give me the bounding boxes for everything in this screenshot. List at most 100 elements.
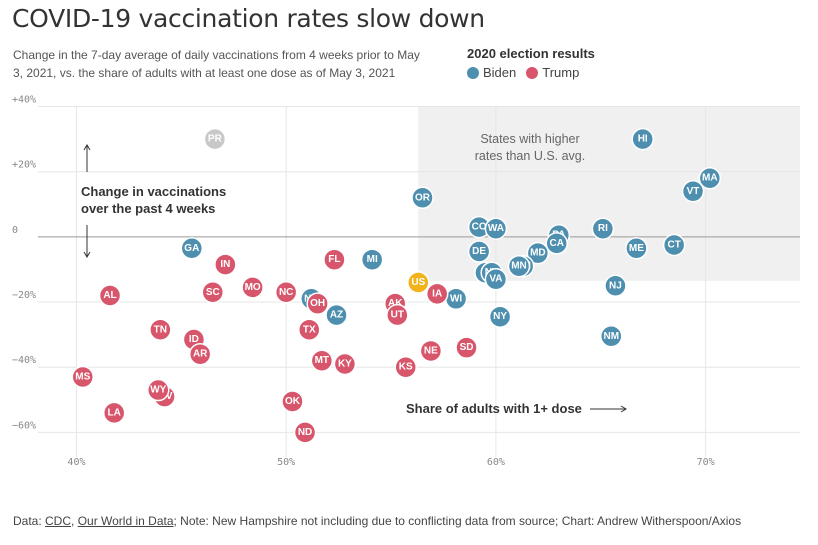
point-label-ky: KY xyxy=(338,358,352,369)
point-label-nd: ND xyxy=(298,427,312,438)
point-label-nc: NC xyxy=(279,287,293,298)
point-label-wa: WA xyxy=(488,223,504,234)
point-label-az: AZ xyxy=(330,310,343,321)
point-ma xyxy=(698,166,722,190)
legend-label-biden: Biden xyxy=(483,65,517,80)
point-nm xyxy=(600,325,623,348)
point-label-in: IN xyxy=(220,259,230,270)
point-ky xyxy=(333,352,357,376)
point-ar xyxy=(188,342,212,366)
point-label-co: CO xyxy=(472,222,487,233)
point-al xyxy=(98,284,122,307)
x-tick-label: 70% xyxy=(697,457,715,468)
point-label-id: ID xyxy=(189,334,199,345)
point-pr xyxy=(203,127,227,151)
point-label-ri: RI xyxy=(598,223,608,234)
point-ne xyxy=(419,339,443,363)
page-subtitle: Change in the 7-day average of daily vac… xyxy=(13,48,420,80)
point-ca xyxy=(545,232,568,255)
point-ga xyxy=(180,237,204,260)
point-ri xyxy=(591,217,615,240)
point-sd xyxy=(455,336,478,359)
x-axis-label: Share of adults with 1+ dose xyxy=(406,401,582,416)
point-or xyxy=(411,186,434,210)
y-tick-label: +20% xyxy=(12,160,36,171)
point-nc xyxy=(274,281,298,304)
point-mn xyxy=(507,254,531,278)
point-label-ny: NY xyxy=(493,311,507,322)
y-tick-label: −60% xyxy=(12,420,36,431)
point-ms xyxy=(71,365,94,389)
point-label-ar: AR xyxy=(193,349,208,360)
x-arrow-head xyxy=(620,405,627,413)
y-tick-label: −20% xyxy=(12,290,36,301)
legend-swatch-biden xyxy=(467,66,479,79)
point-de xyxy=(467,240,491,263)
footer-prefix: Data: xyxy=(13,514,46,528)
point-label-pr: PR xyxy=(208,134,223,145)
point-label-ms: MS xyxy=(75,372,90,383)
footer-credits: Data: CDC, Our World in Data; Note: New … xyxy=(13,514,741,528)
point-label-de: DE xyxy=(472,246,486,257)
y-axis-label: over the past 4 weeks xyxy=(81,201,215,216)
point-label-me: ME xyxy=(629,243,644,254)
point-oh xyxy=(306,292,329,315)
point-ny xyxy=(488,305,512,328)
point-label-la: LA xyxy=(108,407,121,418)
point-hi xyxy=(631,127,654,151)
legend-title: 2020 election results xyxy=(467,46,595,61)
y-arrow-down-head xyxy=(83,251,91,258)
point-us xyxy=(407,271,430,294)
point-label-wi: WI xyxy=(450,293,462,304)
point-md xyxy=(526,241,550,265)
point-mt xyxy=(310,349,334,372)
point-label-ne: NE xyxy=(424,345,438,356)
point-ks xyxy=(394,355,417,379)
legend-label-trump: Trump xyxy=(542,65,580,80)
point-label-mn: MN xyxy=(511,261,527,272)
point-mo xyxy=(241,276,264,299)
point-label-ks: KS xyxy=(399,362,413,373)
point-label-vt: VT xyxy=(687,186,700,197)
point-ia xyxy=(425,282,449,306)
region-label: rates than U.S. avg. xyxy=(475,149,585,163)
point-label-sc: SC xyxy=(206,287,220,298)
point-label-hi: HI xyxy=(638,134,648,145)
point-label-sd: SD xyxy=(460,342,474,353)
point-label-or: OR xyxy=(415,192,431,203)
point-label-fl: FL xyxy=(328,254,340,265)
point-label-ct: CT xyxy=(667,240,680,251)
source-link-owid[interactable]: Our World in Data xyxy=(77,514,174,528)
y-axis-label: Change in vaccinations xyxy=(81,184,226,199)
footer-sep: , xyxy=(71,514,78,528)
point-label-ia: IA xyxy=(432,288,442,299)
region-label: States with higher xyxy=(480,132,579,146)
x-tick-label: 40% xyxy=(67,457,85,468)
point-mi xyxy=(360,248,384,271)
source-link-cdc[interactable]: CDC xyxy=(45,514,72,528)
point-az xyxy=(325,303,348,327)
point-in xyxy=(214,253,237,276)
point-label-oh: OH xyxy=(310,298,325,309)
legend-item-biden: Biden xyxy=(467,65,516,80)
y-arrow-up-head xyxy=(83,144,91,151)
point-label-mo: MO xyxy=(245,282,261,293)
footer-note: ; Note: New Hampshire not including due … xyxy=(173,514,742,528)
point-va xyxy=(484,267,508,291)
point-sc xyxy=(201,281,225,304)
point-label-ga: GA xyxy=(184,243,199,254)
point-wy xyxy=(147,378,170,402)
legend-item-trump: Trump xyxy=(526,65,579,80)
point-ct xyxy=(662,233,686,257)
point-label-wy: WY xyxy=(150,385,166,396)
point-label-tx: TX xyxy=(303,324,316,335)
point-label-va: VA xyxy=(489,274,502,285)
point-nd xyxy=(293,421,317,444)
point-label-al: AL xyxy=(103,290,116,301)
point-label-nj: NJ xyxy=(609,280,622,291)
point-me xyxy=(625,237,648,260)
point-label-md: MD xyxy=(530,248,546,259)
point-label-mt: MT xyxy=(315,355,329,366)
point-tn xyxy=(149,318,172,342)
